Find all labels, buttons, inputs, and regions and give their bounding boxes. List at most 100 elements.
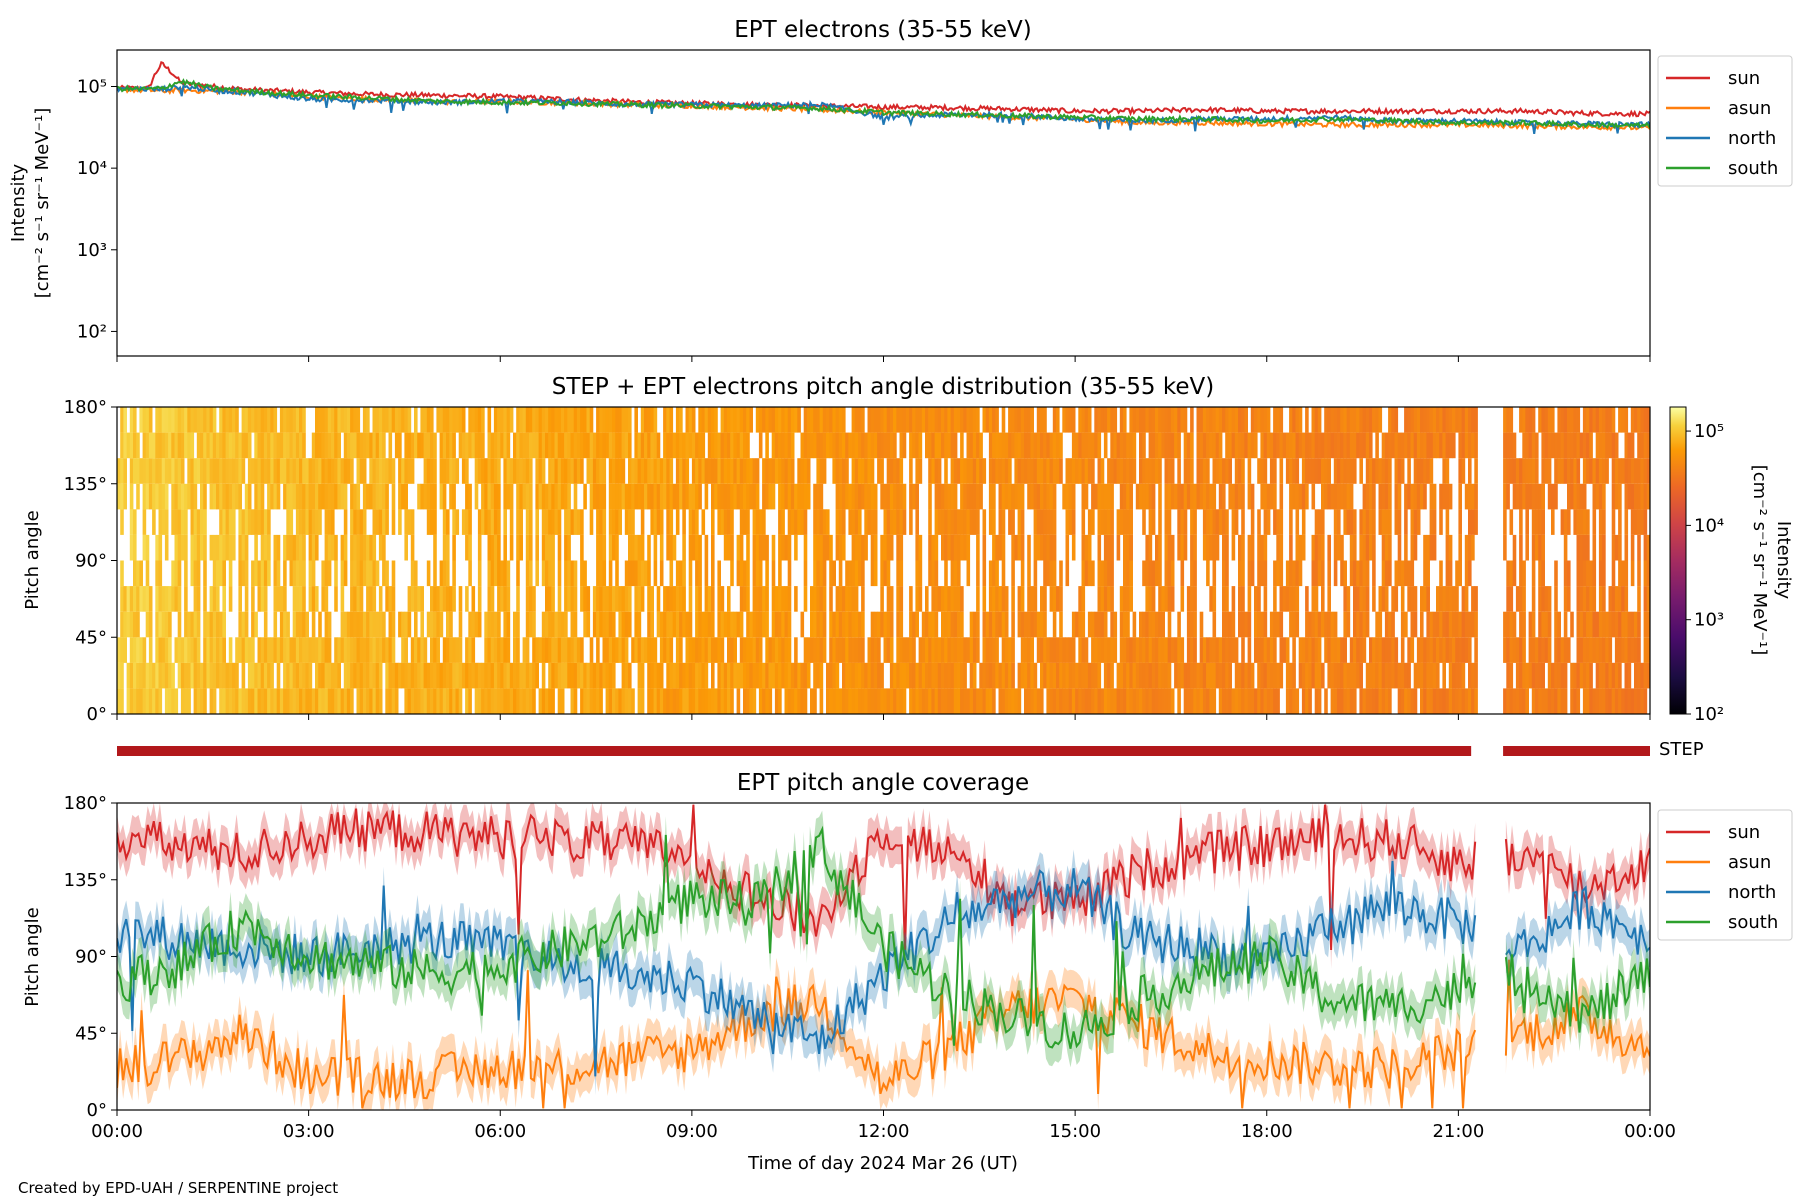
pad-heatmap-cell xyxy=(1024,662,1028,689)
pad-heatmap-cell xyxy=(1008,637,1012,663)
pad-heatmap-cell xyxy=(1011,483,1015,510)
pad-heatmap-cell xyxy=(168,458,172,484)
pad-heatmap-cell xyxy=(484,509,488,535)
pad-heatmap-cell xyxy=(216,458,220,484)
pad-heatmap-cell xyxy=(739,662,744,689)
pad-heatmap-cell xyxy=(1071,509,1076,535)
pad-heatmap-cell xyxy=(621,586,626,612)
pad-heatmap-cell xyxy=(1410,688,1415,714)
pad-heatmap-cell xyxy=(1100,560,1105,587)
pad-heatmap-cell xyxy=(1241,432,1245,459)
pad-heatmap-cell xyxy=(548,586,552,612)
pad-heatmap-cell xyxy=(1464,432,1469,459)
pad-heatmap-cell xyxy=(972,662,977,689)
pad-heatmap-cell xyxy=(1059,662,1063,689)
pad-heatmap-cell xyxy=(216,662,220,689)
pad-heatmap-cell xyxy=(1202,483,1207,510)
pad-heatmap-cell xyxy=(810,611,814,638)
pad-heatmap-cell xyxy=(1445,432,1450,459)
pad-heatmap-cell xyxy=(621,662,626,689)
pad-heatmap-cell xyxy=(1618,688,1622,714)
pad-heatmap-cell xyxy=(937,586,942,612)
pad-heatmap-cell xyxy=(1506,688,1510,714)
pad-heatmap-cell xyxy=(1627,688,1632,714)
pad-heatmap-cell xyxy=(1103,560,1108,587)
pad-heatmap-cell xyxy=(1142,688,1146,714)
pad-heatmap-cell xyxy=(343,688,348,714)
pad-heatmap-cell xyxy=(1295,483,1300,510)
pad-heatmap-cell xyxy=(1321,458,1325,484)
coverage-band-south xyxy=(117,810,1476,1068)
pad-heatmap-cell xyxy=(247,483,252,510)
pad-heatmap-cell xyxy=(880,560,884,587)
pad-heatmap-cell xyxy=(1247,560,1252,587)
pad-heatmap-cell xyxy=(228,483,233,510)
pad-heatmap-cell xyxy=(829,560,833,587)
pad-heatmap-cell xyxy=(1043,458,1047,484)
pad-heatmap-cell xyxy=(1222,407,1226,433)
pad-heatmap-cell xyxy=(442,662,447,689)
pad-heatmap-cell xyxy=(1145,560,1149,587)
pad-heatmap-cell xyxy=(270,483,274,510)
pad-heatmap-cell xyxy=(848,560,852,587)
pad-heatmap-cell xyxy=(1065,637,1070,663)
pad-heatmap-cell xyxy=(474,662,479,689)
pad-heatmap-cell xyxy=(928,509,932,535)
pad-heatmap-cell xyxy=(602,407,607,433)
colorbar-label: Intensity xyxy=(1773,521,1794,600)
pad-heatmap-cell xyxy=(1212,560,1217,587)
pad-heatmap-cell xyxy=(1078,586,1082,612)
pad-heatmap-cell xyxy=(1541,458,1545,484)
pad-heatmap-cell xyxy=(717,560,721,587)
pad-heatmap-cell xyxy=(941,688,945,714)
pad-heatmap-cell xyxy=(1097,637,1102,663)
pad-heatmap-cell xyxy=(1008,458,1012,484)
pad-heatmap-cell xyxy=(1247,662,1252,689)
pad-heatmap-cell xyxy=(1170,483,1175,510)
pad-heatmap-cell xyxy=(746,458,750,484)
pad-heatmap-cell xyxy=(1525,662,1529,689)
pad-heatmap-cell xyxy=(912,483,916,510)
pad-heatmap-cell xyxy=(679,586,683,612)
pad-heatmap-cell xyxy=(934,560,939,587)
pad-heatmap-cell xyxy=(1404,407,1408,433)
pad-heatmap-cell xyxy=(1423,586,1427,612)
pad-heatmap-cell xyxy=(535,637,539,663)
pad-heatmap-cell xyxy=(391,407,396,433)
pad-heatmap-cell xyxy=(1605,407,1609,433)
pad-heatmap-cell xyxy=(835,637,840,663)
pad-heatmap-cell xyxy=(1186,662,1191,689)
pad-heatmap-cell xyxy=(608,407,613,433)
pad-heatmap-cell xyxy=(346,407,351,433)
pad-heatmap-cell xyxy=(612,509,616,535)
pad-heatmap-cell xyxy=(1592,458,1597,484)
pad-heatmap-cell xyxy=(439,560,444,587)
pad-heatmap-cell xyxy=(1602,509,1606,535)
pad-heatmap-cell xyxy=(1260,662,1264,689)
pad-heatmap-cell xyxy=(155,458,159,484)
pad-heatmap-cell xyxy=(854,611,859,638)
pad-heatmap-cell xyxy=(474,611,479,638)
pad-heatmap-cell xyxy=(484,483,488,510)
pad-heatmap-cell xyxy=(1423,407,1427,433)
pad-heatmap-cell xyxy=(599,586,603,612)
pad-heatmap-cell xyxy=(1257,560,1261,587)
pad-heatmap-cell xyxy=(736,483,741,510)
pad-heatmap-cell xyxy=(947,586,951,612)
pad-heatmap-cell xyxy=(1298,407,1303,433)
pad-heatmap-cell xyxy=(1404,662,1408,689)
pad-heatmap-cell xyxy=(921,407,926,433)
pad-heatmap-cell xyxy=(1001,560,1006,587)
pad-heatmap-cell xyxy=(1640,509,1644,535)
pad-heatmap-cell xyxy=(928,611,932,638)
pad-heatmap-cell xyxy=(695,662,699,689)
pad-heatmap-cell xyxy=(311,611,316,638)
pad-heatmap-cell xyxy=(1349,509,1354,535)
coverage-legend-label-south: south xyxy=(1728,912,1778,933)
pad-heatmap-cell xyxy=(628,407,632,433)
pad-heatmap-cell xyxy=(698,586,702,612)
pad-heatmap-cell xyxy=(1461,586,1466,612)
pad-heatmap-cell xyxy=(398,458,402,484)
pad-heatmap-cell xyxy=(819,509,824,535)
pad-heatmap-cell xyxy=(1167,637,1172,663)
